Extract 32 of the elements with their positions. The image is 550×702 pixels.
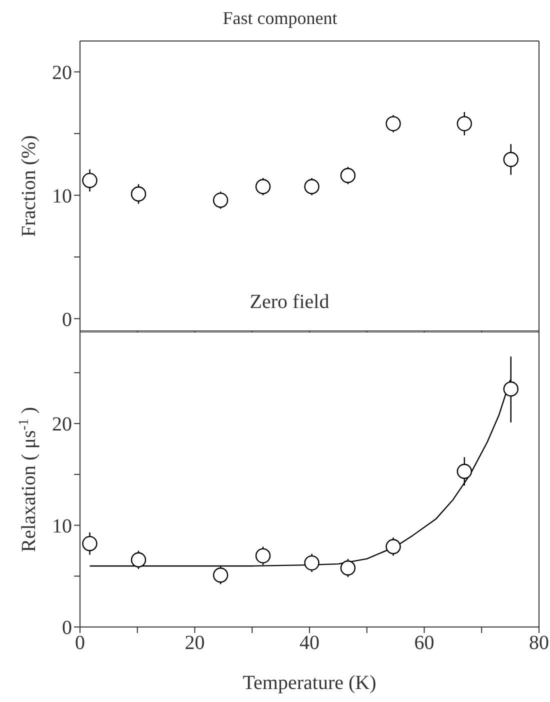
chart-title: Fast component — [222, 7, 338, 30]
y-tick-label: 0 — [62, 617, 72, 640]
x-tick-label: 20 — [184, 632, 205, 654]
x-tick-label: 60 — [414, 632, 434, 654]
point — [503, 381, 518, 397]
point — [503, 152, 518, 168]
y-tick-label: 0 — [62, 308, 72, 331]
x-tick-label: 80 — [529, 632, 549, 654]
point — [255, 548, 271, 564]
point — [340, 560, 356, 576]
point — [386, 116, 401, 132]
point — [386, 539, 401, 554]
x-tick-label: 40 — [300, 632, 320, 654]
point — [255, 179, 271, 194]
point — [130, 552, 146, 568]
point — [304, 555, 320, 571]
y-tick-label: 10 — [52, 515, 72, 538]
point — [456, 116, 472, 132]
point — [456, 464, 472, 479]
point — [82, 172, 98, 188]
point — [130, 186, 146, 202]
y-axis-title: Fraction (%) — [18, 135, 40, 237]
point — [82, 536, 98, 552]
y-tick-label: 10 — [52, 185, 72, 208]
y-tick-label: 20 — [52, 414, 72, 436]
point — [212, 192, 228, 208]
point — [212, 568, 228, 583]
y-tick-label: 20 — [52, 62, 72, 84]
annotation: Zero field — [250, 291, 330, 313]
x-axis-title: Temperature (K) — [242, 672, 376, 694]
point — [340, 168, 356, 184]
point — [304, 179, 320, 194]
